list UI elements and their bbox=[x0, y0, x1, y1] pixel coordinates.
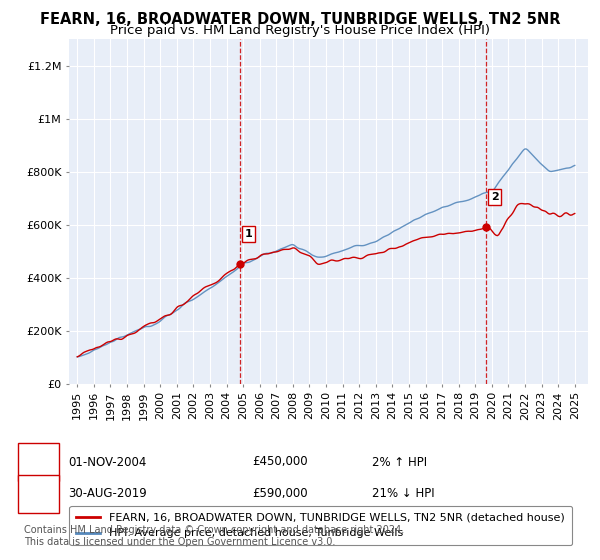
Text: 01-NOV-2004: 01-NOV-2004 bbox=[68, 455, 146, 469]
Text: 1: 1 bbox=[34, 455, 43, 469]
Text: 2% ↑ HPI: 2% ↑ HPI bbox=[372, 455, 427, 469]
Legend: FEARN, 16, BROADWATER DOWN, TUNBRIDGE WELLS, TN2 5NR (detached house), HPI: Aver: FEARN, 16, BROADWATER DOWN, TUNBRIDGE WE… bbox=[70, 506, 572, 545]
Text: £450,000: £450,000 bbox=[252, 455, 308, 469]
Text: 30-AUG-2019: 30-AUG-2019 bbox=[68, 487, 146, 501]
Text: 2: 2 bbox=[491, 192, 499, 202]
Text: Contains HM Land Registry data © Crown copyright and database right 2024.
This d: Contains HM Land Registry data © Crown c… bbox=[24, 525, 404, 547]
Text: Price paid vs. HM Land Registry's House Price Index (HPI): Price paid vs. HM Land Registry's House … bbox=[110, 24, 490, 37]
Text: 2: 2 bbox=[34, 487, 43, 501]
Text: 21% ↓ HPI: 21% ↓ HPI bbox=[372, 487, 434, 501]
Text: FEARN, 16, BROADWATER DOWN, TUNBRIDGE WELLS, TN2 5NR: FEARN, 16, BROADWATER DOWN, TUNBRIDGE WE… bbox=[40, 12, 560, 27]
Text: £590,000: £590,000 bbox=[252, 487, 308, 501]
Text: 1: 1 bbox=[245, 229, 253, 239]
